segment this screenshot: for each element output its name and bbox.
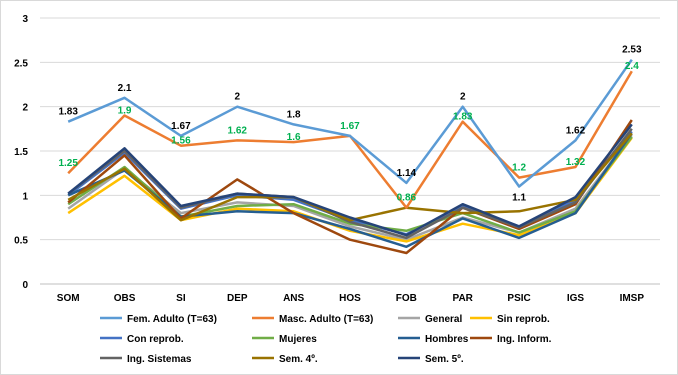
y-tick-label: 1 [22, 191, 28, 202]
data-label: 0.86 [397, 193, 417, 204]
x-axis-ticks: SOM OBS SI DEP ANS HOS FOB PAR PSIC IGS IMSP [57, 293, 645, 304]
x-tick-label: IGS [567, 293, 585, 304]
y-tick-label: 0 [22, 280, 28, 291]
data-label: 1.25 [58, 158, 78, 169]
y-axis-ticks: 0 0.5 1 1.5 2 2.5 3 [14, 14, 28, 291]
legend-entry: Ing. Inform. [470, 334, 552, 345]
data-label: 1.67 [340, 121, 360, 132]
data-label: 2 [460, 92, 466, 103]
series-line [67, 136, 633, 243]
x-tick-label: ANS [283, 293, 304, 304]
series-line [67, 119, 633, 255]
legend-label: Con reprob. [127, 334, 184, 345]
y-tick-label: 0.5 [14, 236, 28, 247]
x-tick-label: SI [176, 293, 186, 304]
x-tick-label: DEP [227, 293, 248, 304]
legend-entry: Hombres [398, 334, 469, 345]
x-tick-label: PSIC [507, 293, 530, 304]
legend-entry: Con reprob. [100, 334, 184, 345]
legend-entry: Sem. 5º. [398, 354, 464, 365]
legend-label: Fem. Adulto (T=63) [127, 314, 217, 325]
legend-label: Masc. Adulto (T=63) [279, 314, 373, 325]
data-label: 1.62 [228, 125, 248, 136]
y-tick-label: 1.5 [14, 147, 28, 158]
x-tick-label: OBS [114, 293, 136, 304]
legend-entry: Fem. Adulto (T=63) [100, 314, 217, 325]
legend-label: General [425, 314, 462, 325]
data-label: 2.1 [118, 83, 132, 94]
series-line [67, 132, 633, 249]
x-tick-label: FOB [396, 293, 417, 304]
data-labels: 1.83 2.1 1.67 2 1.8 1.14 2 1.1 1.62 2.53 1.25 1.9 1.… [58, 45, 642, 204]
legend-label: Mujeres [279, 334, 317, 345]
x-tick-label: IMSP [620, 293, 645, 304]
legend-label: Ing. Sistemas [127, 354, 192, 365]
legend-label: Sem. 5º. [425, 354, 464, 365]
legend: Fem. Adulto (T=63) Masc. Adulto (T=63) Gen… [100, 314, 552, 365]
x-tick-label: SOM [57, 293, 80, 304]
legend-label: Sem. 4º. [279, 354, 318, 365]
series-lines [67, 58, 633, 255]
data-label: 1.83 [58, 107, 78, 118]
legend-entry: Sin reprob. [470, 314, 550, 325]
x-tick-label: PAR [453, 293, 474, 304]
series-line [67, 58, 633, 188]
data-label: 1.56 [171, 136, 191, 147]
data-label: 1.67 [171, 121, 191, 132]
data-label: 1.9 [118, 106, 132, 117]
data-label: 1.6 [287, 132, 301, 143]
legend-entry: Mujeres [252, 334, 317, 345]
data-label: 1.32 [566, 157, 586, 168]
data-label: 2 [234, 92, 240, 103]
data-label: 2.53 [622, 45, 642, 56]
legend-entry: Masc. Adulto (T=63) [252, 314, 373, 325]
y-tick-label: 3 [22, 14, 28, 25]
legend-entry: General [398, 314, 462, 325]
series-line [67, 128, 633, 240]
series-line [67, 132, 633, 222]
legend-label: Ing. Inform. [497, 334, 552, 345]
gridlines [40, 17, 660, 285]
y-tick-label: 2 [22, 103, 28, 114]
x-tick-label: HOS [339, 293, 361, 304]
data-label: 1.14 [397, 168, 417, 179]
data-label: 1.8 [287, 109, 301, 120]
legend-label: Sin reprob. [497, 314, 550, 325]
data-label: 2.4 [625, 61, 639, 72]
data-label: 1.2 [512, 163, 526, 174]
legend-entry: Ing. Sistemas [100, 354, 192, 365]
data-label: 1.1 [512, 192, 526, 203]
data-label: 1.62 [566, 125, 586, 136]
data-label: 1.83 [453, 112, 473, 123]
legend-label: Hombres [425, 334, 469, 345]
legend-entry: Sem. 4º. [252, 354, 318, 365]
y-tick-label: 2.5 [14, 58, 28, 69]
series-line [67, 123, 633, 237]
